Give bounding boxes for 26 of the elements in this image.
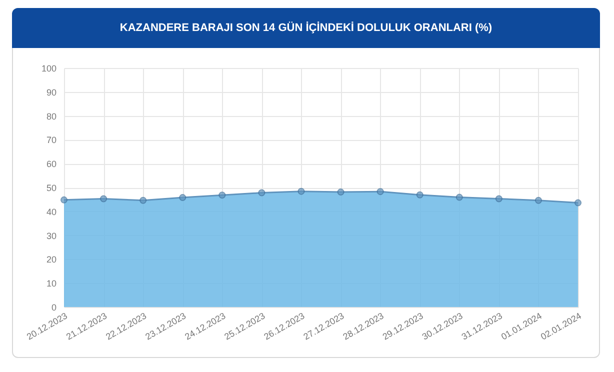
point (574, 199, 582, 206)
y-tick-label: 50 (46, 183, 56, 193)
point (218, 192, 226, 199)
y-tick-label: 20 (46, 254, 56, 265)
y-tick-label: 0 (51, 302, 56, 312)
point (179, 194, 186, 202)
y-tick-label: 30 (46, 230, 56, 241)
point (100, 195, 108, 202)
point (298, 188, 305, 195)
y-tick-label: 60 (46, 159, 56, 170)
point (495, 195, 502, 202)
y-tick-label: 80 (46, 111, 56, 122)
point (140, 196, 147, 204)
y-tick-label: 10 (46, 278, 56, 289)
y-tick-label: 90 (46, 87, 56, 98)
point (60, 196, 68, 204)
point (337, 188, 344, 196)
point (376, 188, 384, 196)
y-tick-label: 40 (46, 206, 56, 217)
point (534, 196, 542, 204)
chart-title: KAZANDERE BARAJI SON 14 GÜN İÇİNDEKİ DOLULUK ORANLARI (%) (12, 8, 600, 48)
point (258, 189, 266, 196)
y-tick-label: 70 (46, 135, 56, 146)
y-tick-label: 100 (41, 64, 56, 74)
point (416, 191, 424, 198)
point (456, 194, 463, 201)
